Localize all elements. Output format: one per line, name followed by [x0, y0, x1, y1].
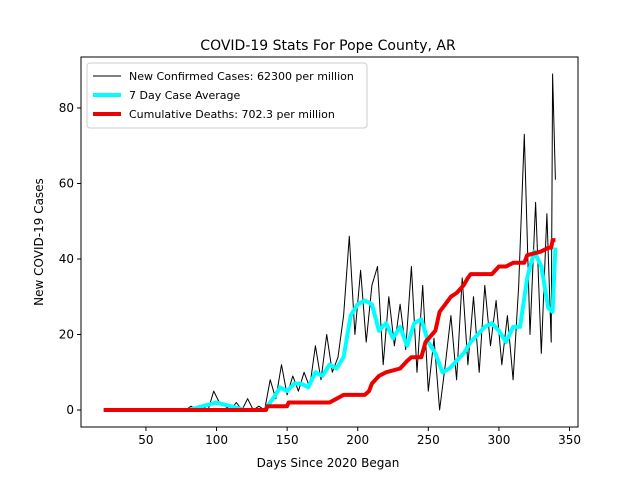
legend-label: Cumulative Deaths: 702.3 per million	[129, 108, 335, 121]
y-tick-label: 60	[59, 176, 74, 190]
legend-box	[86, 62, 368, 129]
x-tick-label: 100	[205, 433, 228, 447]
legend-label: 7 Day Case Average	[129, 89, 241, 102]
x-tick-label: 350	[558, 433, 581, 447]
y-tick-label: 40	[59, 252, 74, 266]
x-tick-label: 150	[276, 433, 299, 447]
series-line	[185, 73, 556, 411]
series-line	[187, 247, 558, 412]
x-axis-label: Days Since 2020 Began	[257, 456, 400, 470]
x-tick-label: 200	[346, 433, 369, 447]
y-tick-label: 80	[59, 101, 74, 115]
legend-label: New Confirmed Cases: 62300 per million	[129, 70, 354, 83]
chart-title: COVID-19 Stats For Pope County, AR	[200, 38, 456, 54]
series-line	[103, 238, 556, 412]
x-tick-label: 250	[417, 433, 440, 447]
x-tick-label: 300	[487, 433, 510, 447]
y-tick-label: 0	[66, 403, 74, 417]
legend: New Confirmed Cases: 62300 per million 7 …	[86, 62, 368, 129]
x-tick-label: 50	[138, 433, 153, 447]
plot-frame	[80, 56, 579, 428]
y-axis-label: New COVID-19 Cases	[32, 178, 46, 306]
y-tick-label: 20	[59, 328, 74, 342]
